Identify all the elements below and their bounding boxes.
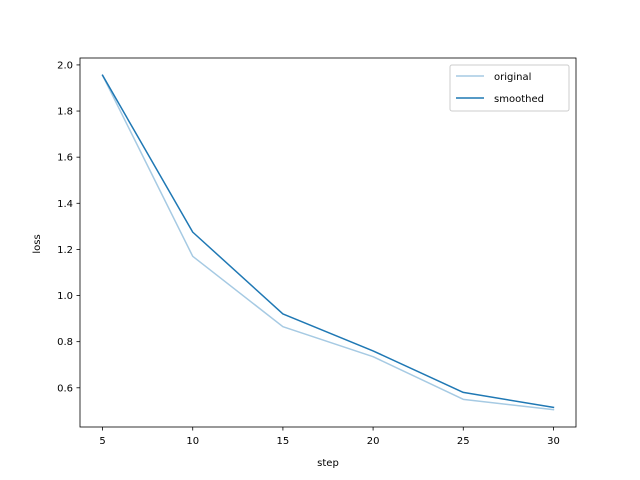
series-line-smoothed	[101, 74, 555, 409]
x-axis-label: step	[317, 458, 339, 469]
y-tick-label: 1.2	[57, 245, 73, 256]
x-tick-label: 5	[99, 436, 105, 447]
legend: original smoothed	[449, 64, 570, 112]
x-tick-label: 15	[277, 436, 290, 447]
x-tick-label: 25	[457, 436, 470, 447]
y-tick-label: 1.6	[57, 153, 73, 164]
legend-label-original: original	[494, 72, 531, 83]
y-tick-label: 0.8	[57, 337, 73, 348]
x-tick-label: 20	[367, 436, 380, 447]
y-tick-label: 0.6	[57, 383, 73, 394]
series-line-original	[101, 74, 555, 411]
y-tick-label: 1.0	[57, 291, 73, 302]
axes-frame	[79, 57, 577, 428]
y-tick-label: 2.0	[57, 60, 73, 71]
y-tick-label: 1.4	[57, 199, 73, 210]
y-axis-label: loss	[32, 234, 43, 253]
axes: 5 10 15 20 25 30 0.6 0.8 1.0 1.2 1.4 1.6 1.8 2.0	[57, 57, 577, 447]
x-tick-label: 10	[186, 436, 199, 447]
x-tick-label: 30	[547, 436, 560, 447]
legend-label-smoothed: smoothed	[494, 94, 544, 105]
y-tick-label: 1.8	[57, 107, 73, 118]
plot-area	[101, 74, 555, 411]
